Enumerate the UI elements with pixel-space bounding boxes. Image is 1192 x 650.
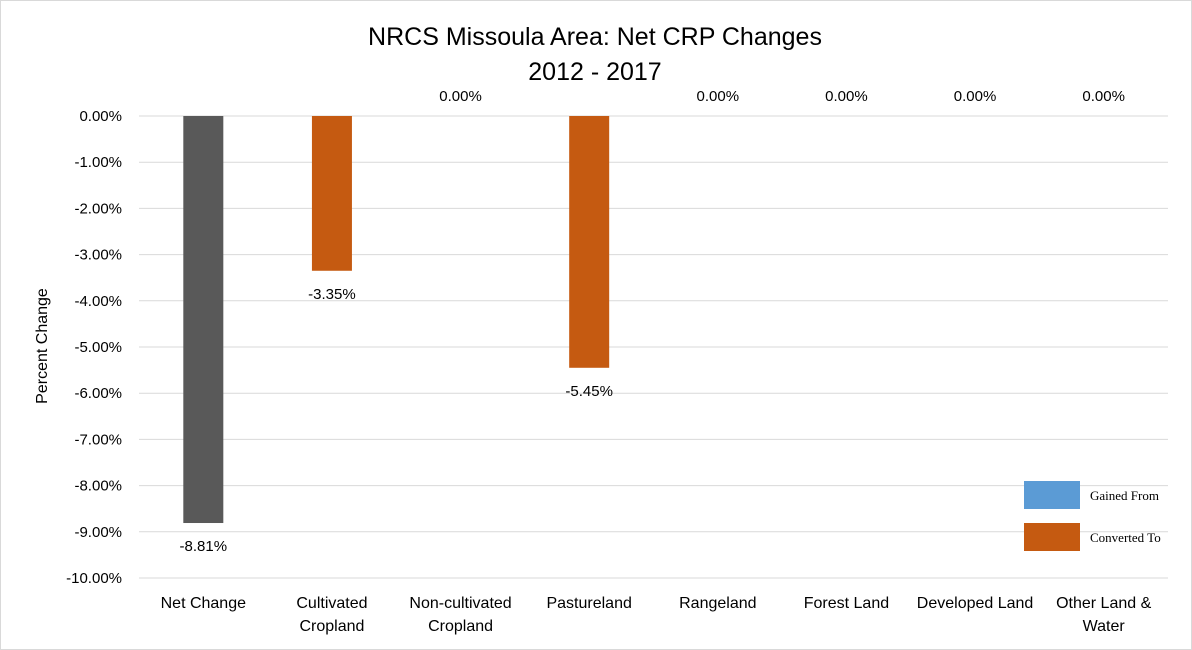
x-category-label: Cropland [299, 618, 364, 635]
x-category-label: Developed Land [917, 595, 1034, 612]
y-tick-label: -7.00% [74, 431, 122, 448]
chart-title-line-2: 2012 - 2017 [528, 58, 661, 86]
data-label: -3.35% [308, 286, 356, 303]
legend: Gained From Converted To [1024, 481, 1161, 551]
x-category-label: Cultivated [296, 595, 367, 612]
x-category-label: Forest Land [804, 595, 889, 612]
x-category-label: Non-cultivated [409, 595, 511, 612]
x-axis-labels: Net Change Cultivated Cropland Non-cultivat… [161, 595, 1152, 635]
chart-title: NRCS Missoula Area: Net CRP Changes 2012… [368, 23, 822, 86]
chart-title-line-1: NRCS Missoula Area: Net CRP Changes [368, 23, 822, 51]
data-label: -5.45% [565, 383, 613, 400]
y-tick-label: -3.00% [74, 247, 122, 264]
y-tick-label: -1.00% [74, 154, 122, 171]
x-category-label: Cropland [428, 618, 493, 635]
x-category-label: Other Land & [1056, 595, 1152, 612]
data-labels: -8.81% -3.35% 0.00% -5.45% 0.00% 0.00% 0.00% 0.… [180, 88, 1125, 555]
x-category-label: Pastureland [546, 595, 631, 612]
y-tick-label: -9.00% [74, 524, 122, 541]
data-label: -8.81% [180, 538, 228, 555]
data-label: 0.00% [439, 88, 482, 105]
y-axis-ticks: 0.00% -1.00% -2.00% -3.00% -4.00% -5.00% -6.00… [66, 108, 122, 587]
legend-swatch [1024, 481, 1080, 509]
y-tick-label: -10.00% [66, 570, 122, 587]
legend-label: Converted To [1090, 530, 1161, 545]
x-category-label: Water [1083, 618, 1126, 635]
gridlines [139, 115, 1168, 579]
data-label: 0.00% [1082, 88, 1125, 105]
data-label: 0.00% [954, 88, 997, 105]
y-tick-label: -6.00% [74, 385, 122, 402]
x-category-label: Rangeland [679, 595, 756, 612]
y-axis-title: Percent Change [34, 288, 51, 404]
y-tick-label: -2.00% [74, 200, 122, 217]
x-category-label: Net Change [161, 595, 246, 612]
y-tick-label: 0.00% [79, 108, 122, 125]
y-tick-label: -5.00% [74, 339, 122, 356]
y-tick-label: -8.00% [74, 478, 122, 495]
bar [569, 116, 610, 368]
bar [183, 116, 224, 524]
y-tick-label: -4.00% [74, 293, 122, 310]
bar [311, 116, 352, 271]
legend-label: Gained From [1090, 488, 1159, 503]
legend-swatch [1024, 523, 1080, 551]
bars [183, 116, 610, 524]
data-label: 0.00% [825, 88, 868, 105]
data-label: 0.00% [697, 88, 740, 105]
